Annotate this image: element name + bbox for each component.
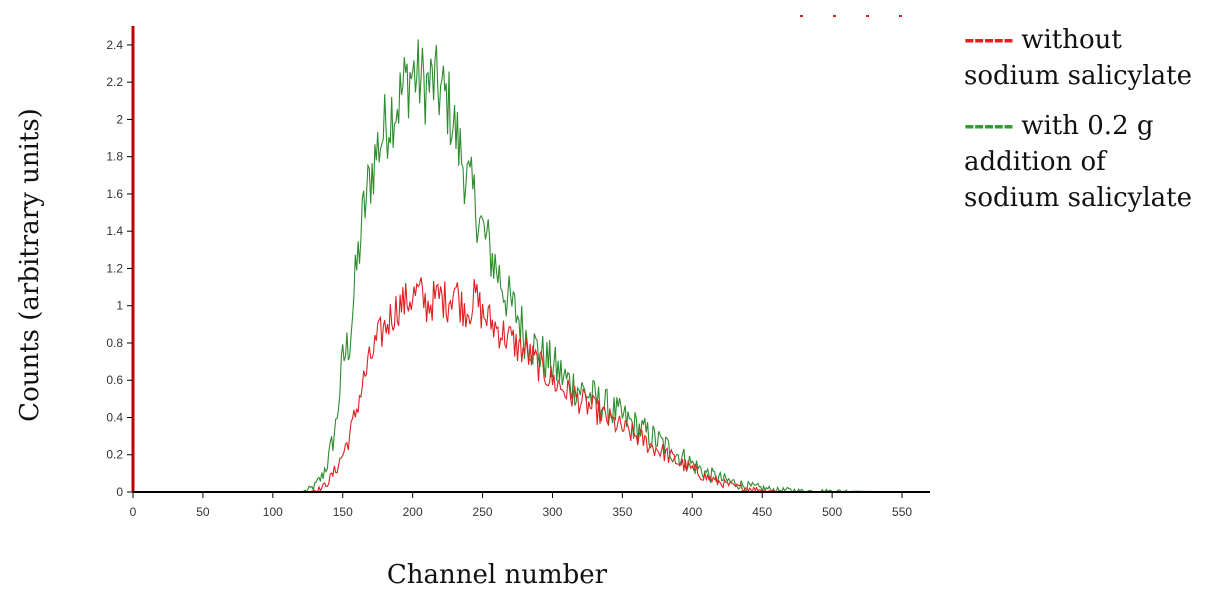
y-tick-label: 0.8 — [106, 336, 123, 350]
y-tick-label: 1.2 — [106, 261, 123, 275]
y-tick-label: 0.6 — [106, 373, 123, 387]
x-tick-label: 150 — [333, 505, 353, 519]
legend-label-line: sodium salicylate — [964, 61, 1192, 91]
series-line-with — [133, 39, 930, 494]
legend-label-line: without — [1021, 25, 1122, 55]
y-tick-label: 2.2 — [106, 75, 123, 89]
x-tick-label: 100 — [263, 505, 283, 519]
plot-area: 0 50 100 150 200 250 300 350 400 450 500 550 0 0.2 0.4… — [106, 15, 930, 519]
x-tick-label: 0 — [130, 505, 137, 519]
x-tick-label: 50 — [196, 505, 210, 519]
x-tick-label: 550 — [892, 505, 912, 519]
y-axis-title: Counts (arbitrary units) — [15, 108, 45, 422]
legend-swatch-green: ----- — [964, 111, 1014, 141]
y-tick-label: 1.8 — [106, 150, 123, 164]
x-tick-label: 450 — [752, 505, 772, 519]
legend-item-without: ----- without sodium salicylate — [964, 22, 1214, 94]
x-tick-label: 350 — [612, 505, 632, 519]
y-tick-label: 1.4 — [106, 224, 123, 238]
legend-label-line: addition of — [964, 147, 1106, 177]
legend-label-line: with 0.2 g — [1021, 111, 1154, 141]
y-tick-label: 0.2 — [106, 448, 123, 462]
legend-label-line: sodium salicylate — [964, 183, 1192, 213]
x-tick-label: 200 — [403, 505, 423, 519]
y-tick-label: 2.4 — [106, 38, 123, 52]
legend-swatch-red: ----- — [964, 25, 1014, 55]
x-tick-label: 250 — [473, 505, 493, 519]
y-tick-label: 2 — [116, 112, 123, 126]
y-tick-label: 1.6 — [106, 187, 123, 201]
x-tick-label: 500 — [822, 505, 842, 519]
series-line-without — [133, 277, 930, 493]
x-tick-label: 400 — [682, 505, 702, 519]
legend-item-with: ----- with 0.2 g addition of sodium sali… — [964, 108, 1214, 216]
x-axis-title: Channel number — [387, 560, 608, 590]
legend: ----- without sodium salicylate ----- wi… — [964, 22, 1214, 230]
y-tick-label: 1 — [116, 299, 123, 313]
y-tick-label: 0 — [116, 485, 123, 499]
y-tick-label: 0.4 — [106, 410, 123, 424]
x-tick-label: 300 — [542, 505, 562, 519]
